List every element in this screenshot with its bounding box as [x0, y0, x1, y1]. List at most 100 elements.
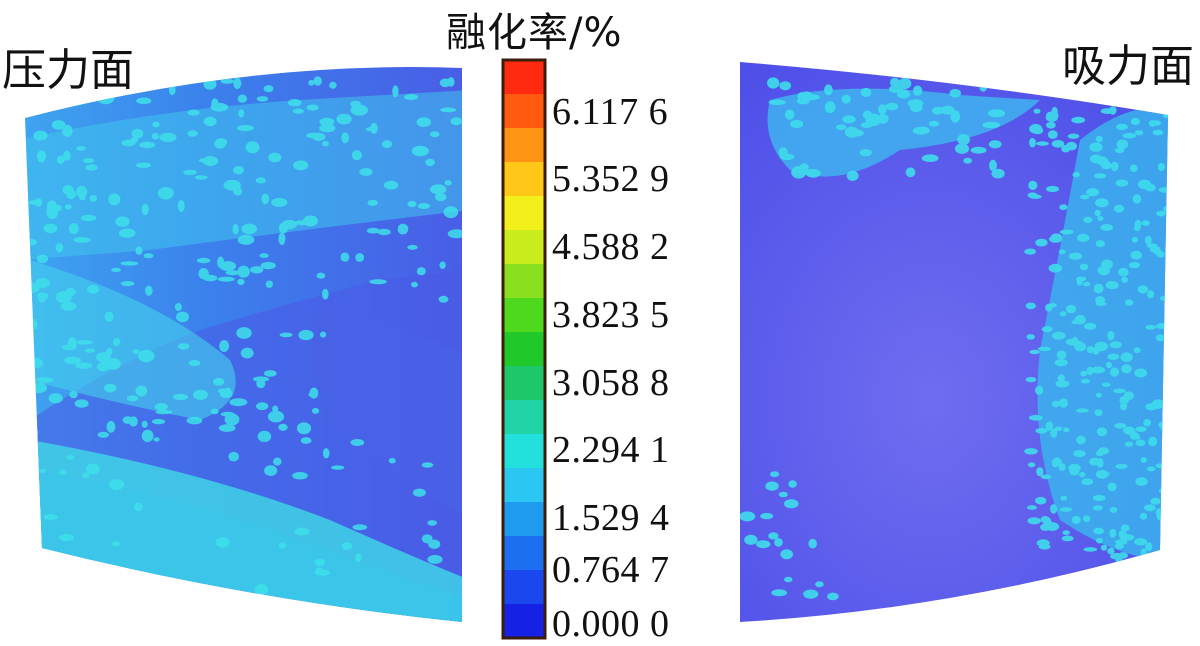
contour-spot — [1029, 349, 1041, 355]
contour-spot — [177, 343, 190, 350]
contour-spot — [1111, 161, 1119, 172]
contour-spot — [778, 147, 788, 158]
suction-side-spots — [740, 76, 1168, 601]
contour-spot — [1107, 353, 1120, 360]
contour-spot — [779, 81, 792, 91]
contour-spot — [236, 327, 252, 339]
contour-spot — [73, 237, 91, 243]
contour-spot — [768, 99, 786, 106]
contour-spot — [278, 423, 288, 431]
contour-spot — [440, 107, 457, 113]
contour-spot — [38, 296, 46, 303]
contour-spot — [39, 468, 47, 474]
contour-spot — [991, 168, 1005, 179]
contour-spot — [416, 117, 432, 128]
contour-spot — [878, 104, 887, 115]
contour-spot — [760, 512, 774, 520]
contour-spot — [1047, 130, 1058, 139]
contour-spot — [55, 243, 64, 253]
contour-spot — [82, 472, 90, 479]
contour-spot — [141, 203, 149, 216]
contour-spot — [1133, 347, 1141, 354]
contour-spot — [106, 358, 121, 370]
contour-spot — [846, 170, 859, 181]
contour-spot — [429, 184, 447, 195]
contour-spot — [122, 416, 133, 424]
contour-spot — [132, 349, 140, 354]
contour-spot — [1134, 368, 1148, 378]
contour-spot — [1115, 539, 1128, 545]
contour-spot — [111, 267, 121, 273]
contour-spot — [259, 253, 269, 258]
contour-spot — [1065, 304, 1077, 314]
contour-spot — [416, 267, 426, 276]
contour-spot — [145, 285, 153, 296]
colorbar-tick-label: 2.294 1 — [552, 429, 670, 471]
contour-spot — [292, 108, 304, 114]
contour-spot — [1109, 528, 1117, 538]
contour-spot — [279, 332, 293, 338]
contour-spot — [1141, 220, 1150, 227]
contour-spot — [447, 229, 462, 239]
contour-spot — [61, 344, 77, 351]
contour-spot — [62, 124, 73, 137]
contour-spot — [257, 430, 272, 442]
contour-spot — [427, 520, 438, 526]
contour-spot — [784, 109, 795, 120]
contour-spot — [1135, 426, 1147, 433]
contour-spot — [877, 113, 889, 124]
contour-spot — [359, 168, 373, 176]
contour-spot — [25, 429, 39, 436]
contour-spot — [1035, 385, 1044, 395]
contour-spot — [263, 370, 277, 377]
contour-spot — [397, 223, 409, 235]
contour-spot — [404, 94, 419, 100]
contour-spot — [1068, 463, 1081, 472]
contour-spot — [1139, 512, 1148, 520]
contour-spot — [950, 110, 961, 123]
contour-spot — [982, 121, 1001, 129]
contour-spot — [383, 180, 399, 190]
contour-spot — [1093, 283, 1104, 294]
contour-spot — [215, 537, 230, 548]
contour-spot — [278, 232, 286, 246]
contour-spot — [44, 568, 54, 578]
contour-spot — [824, 101, 836, 114]
contour-spot — [238, 109, 245, 118]
contour-spot — [236, 125, 254, 132]
contour-spot — [118, 228, 136, 238]
contour-spot — [298, 329, 314, 341]
contour-spot — [294, 527, 310, 536]
contour-spot — [314, 558, 326, 567]
contour-spot — [1027, 192, 1038, 198]
contour-spot — [1155, 463, 1167, 469]
contour-spot — [59, 534, 74, 542]
contour-spot — [186, 416, 203, 425]
contour-spot — [155, 410, 173, 415]
contour-spot — [979, 80, 988, 92]
contour-spot — [1025, 302, 1037, 310]
contour-spot — [308, 79, 315, 86]
contour-spot — [25, 283, 40, 293]
contour-spot — [1118, 267, 1129, 277]
contour-spot — [1086, 346, 1095, 354]
contour-spot — [940, 105, 955, 115]
contour-spot — [1118, 530, 1126, 539]
colorbar-segment — [503, 60, 545, 95]
contour-spot — [1057, 374, 1065, 382]
colorbar-tick-label: 3.058 8 — [552, 362, 670, 404]
contour-spot — [351, 150, 362, 161]
contour-spot — [842, 115, 856, 124]
contour-spot — [1050, 428, 1058, 438]
contour-spot — [1115, 179, 1129, 187]
contour-spot — [1100, 224, 1114, 231]
contour-spot — [1132, 194, 1142, 204]
contour-spot — [1116, 123, 1128, 131]
contour-spot — [82, 158, 95, 164]
contour-spot — [1113, 204, 1125, 213]
contour-spot — [76, 185, 88, 198]
contour-spot — [1067, 133, 1080, 139]
contour-spot — [1157, 162, 1165, 172]
contour-spot — [1095, 135, 1103, 143]
contour-spot — [187, 130, 198, 137]
